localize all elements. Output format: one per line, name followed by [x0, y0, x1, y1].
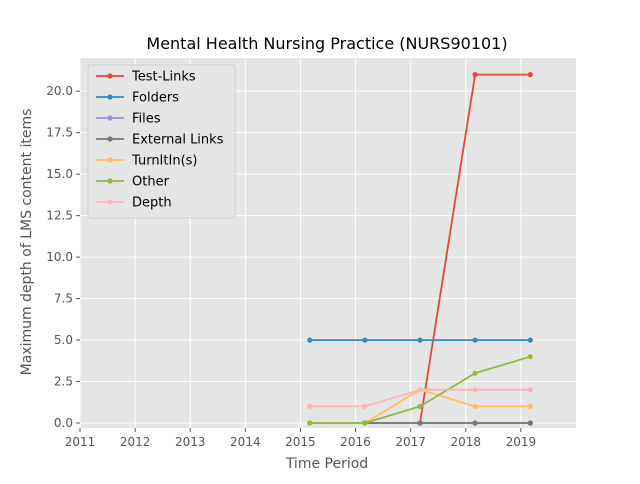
legend-label: Test-Links	[131, 70, 196, 85]
legend-marker	[107, 199, 113, 205]
x-tick-label: 2015	[285, 435, 316, 449]
data-point	[417, 337, 423, 343]
y-tick-label: 20.0	[46, 84, 73, 98]
y-tick-label: 5.0	[54, 333, 73, 347]
y-tick-label: 2.5	[54, 375, 73, 389]
series-depth	[307, 387, 533, 409]
legend-marker	[107, 136, 113, 142]
x-tick-label: 2011	[65, 435, 96, 449]
data-point	[307, 420, 313, 426]
chart-title: Mental Health Nursing Practice (NURS9010…	[146, 34, 507, 53]
series-lines	[307, 72, 533, 426]
legend-label: Files	[132, 112, 161, 127]
data-point	[472, 420, 478, 426]
legend-label: Other	[132, 175, 170, 190]
legend-label: TurnItIn(s)	[131, 154, 197, 169]
data-point	[472, 387, 478, 393]
y-axis-label: Maximum depth of LMS content items	[19, 109, 35, 376]
y-tick-label: 17.5	[46, 126, 73, 140]
data-point	[307, 337, 313, 343]
legend-marker	[107, 94, 113, 100]
legend-box	[87, 64, 236, 219]
axes: 2011 2012 2013 2014 2015 2016 2017 2018 2019 0.0 2…	[46, 84, 536, 449]
data-point	[417, 403, 423, 409]
data-point	[417, 420, 423, 426]
legend: Test-Links Folders Files External Links Turn…	[87, 64, 236, 219]
x-axis-label: Time Period	[285, 456, 368, 472]
legend-label: Depth	[132, 196, 172, 211]
y-tick-label: 12.5	[46, 209, 73, 223]
legend-item: TurnItIn(s)	[96, 154, 197, 169]
data-point	[362, 403, 368, 409]
legend-item: External Links	[96, 133, 224, 148]
y-tick-label: 0.0	[54, 416, 73, 430]
legend-marker	[107, 115, 113, 121]
data-point	[472, 337, 478, 343]
data-point	[307, 403, 313, 409]
legend-item: Files	[96, 112, 161, 127]
legend-label: Folders	[132, 91, 179, 106]
legend-marker	[107, 157, 113, 163]
series-folders	[307, 337, 533, 343]
legend-item: Depth	[96, 196, 172, 211]
data-point	[527, 72, 533, 78]
legend-item: Other	[96, 175, 170, 190]
data-point	[472, 370, 478, 376]
x-tick-label: 2016	[340, 435, 371, 449]
legend-item: Test-Links	[96, 70, 196, 85]
y-tick-label: 7.5	[54, 292, 73, 306]
data-point	[527, 420, 533, 426]
data-point	[362, 337, 368, 343]
x-tick-label: 2019	[506, 435, 537, 449]
data-point	[417, 387, 423, 393]
data-point	[527, 403, 533, 409]
y-tick-label: 10.0	[46, 250, 73, 264]
x-tick-label: 2018	[451, 435, 482, 449]
data-point	[527, 354, 533, 360]
legend-marker	[107, 73, 113, 79]
data-point	[362, 420, 368, 426]
data-point	[527, 387, 533, 393]
data-point	[472, 72, 478, 78]
data-point	[527, 337, 533, 343]
legend-marker	[107, 178, 113, 184]
x-tick-label: 2014	[230, 435, 261, 449]
legend-item: Folders	[96, 91, 179, 106]
series-other	[307, 354, 533, 426]
x-tick-label: 2013	[175, 435, 206, 449]
data-point	[472, 403, 478, 409]
x-tick-label: 2017	[395, 435, 426, 449]
x-tick-label: 2012	[120, 435, 151, 449]
legend-label: External Links	[132, 133, 224, 148]
y-tick-label: 15.0	[46, 167, 73, 181]
